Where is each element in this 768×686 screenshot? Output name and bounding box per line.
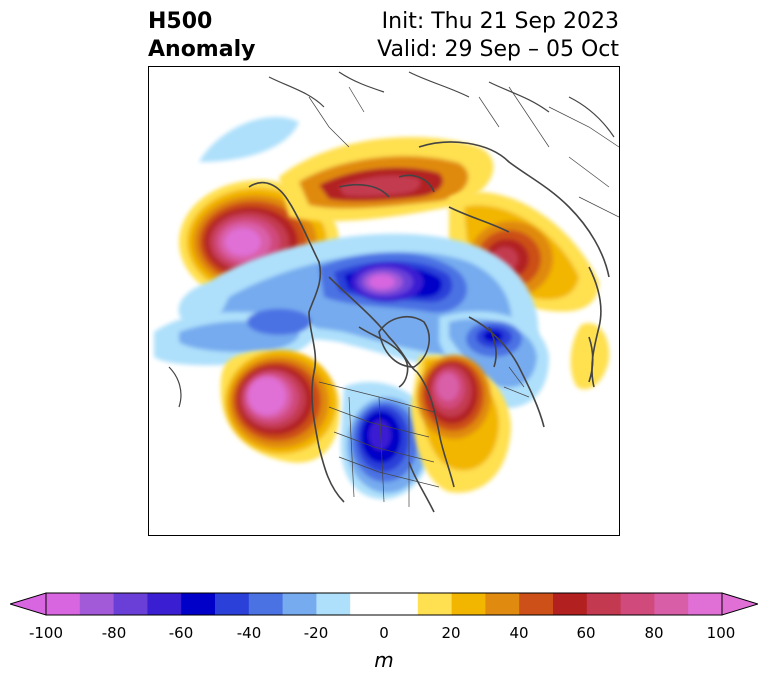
init-time: Init: Thu 21 Sep 2023 [381, 9, 619, 34]
title-block-left: H500 Anomaly [148, 8, 255, 64]
colorbar [10, 592, 758, 616]
colorbar-segment [282, 593, 317, 615]
colorbar-segment [316, 593, 351, 615]
colorbar-segment [79, 593, 115, 615]
colorbar-extend-max [721, 592, 758, 616]
colorbar-tick: 0 [379, 624, 389, 642]
title-quantity: Anomaly [148, 37, 256, 62]
colorbar-tick: 20 [441, 624, 461, 642]
colorbar-segment [181, 593, 216, 615]
colorbar-tick: -20 [303, 624, 329, 642]
title-block-right: Init: Thu 21 Sep 2023 Valid: 29 Sep – 05… [377, 8, 619, 64]
colorbar-tick: -80 [101, 624, 127, 642]
title-variable: H500 [148, 9, 213, 34]
colorbar-tick: 100 [706, 624, 736, 642]
colorbar-segment [417, 593, 453, 615]
colorbar-segment [451, 593, 486, 615]
colorbar-tick-labels: -100 -80 -60 -40 -20 0 20 40 60 80 100 [0, 624, 768, 644]
ridge-northeast-pacific [220, 350, 340, 463]
ridge-japan [570, 323, 610, 390]
coastlines [248, 141, 610, 513]
colorbar-segment [147, 593, 182, 615]
colorbar-tick: -100 [28, 624, 64, 642]
colorbar-tick: 40 [509, 624, 529, 642]
colorbar-tick: -60 [168, 624, 194, 642]
ridge-arctic-band [279, 137, 494, 222]
trough-northwest-patch [199, 116, 299, 162]
colorbar-segment [384, 593, 419, 615]
anomaly-map [148, 66, 620, 536]
colorbar-segment [485, 593, 520, 615]
colorbar-segment [688, 593, 723, 615]
colorbar-segment [113, 593, 148, 615]
colorbar-segment [519, 593, 554, 615]
valid-period: Valid: 29 Sep – 05 Oct [377, 37, 619, 62]
ridge-northwest-canada [179, 180, 339, 304]
colorbar-segment [46, 593, 81, 615]
colorbar-segment [586, 593, 622, 615]
colorbar-unit: m [374, 648, 394, 672]
ridge-northwest-atlantic [411, 355, 511, 493]
colorbar-extend-min [10, 592, 47, 616]
colorbar-segment [248, 593, 284, 615]
map-canvas [154, 71, 619, 513]
coastline-top [168, 71, 615, 408]
colorbar-tick: -40 [236, 624, 262, 642]
colorbar-segment [215, 593, 250, 615]
colorbar-tick: 60 [576, 624, 596, 642]
colorbar-segment [620, 593, 655, 615]
colorbar-segment [654, 593, 689, 615]
colorbar-segment [350, 593, 385, 615]
country-borders [308, 86, 619, 507]
colorbar-tick: 80 [644, 624, 664, 642]
colorbar-outline [45, 592, 723, 616]
colorbar-segment [553, 593, 588, 615]
